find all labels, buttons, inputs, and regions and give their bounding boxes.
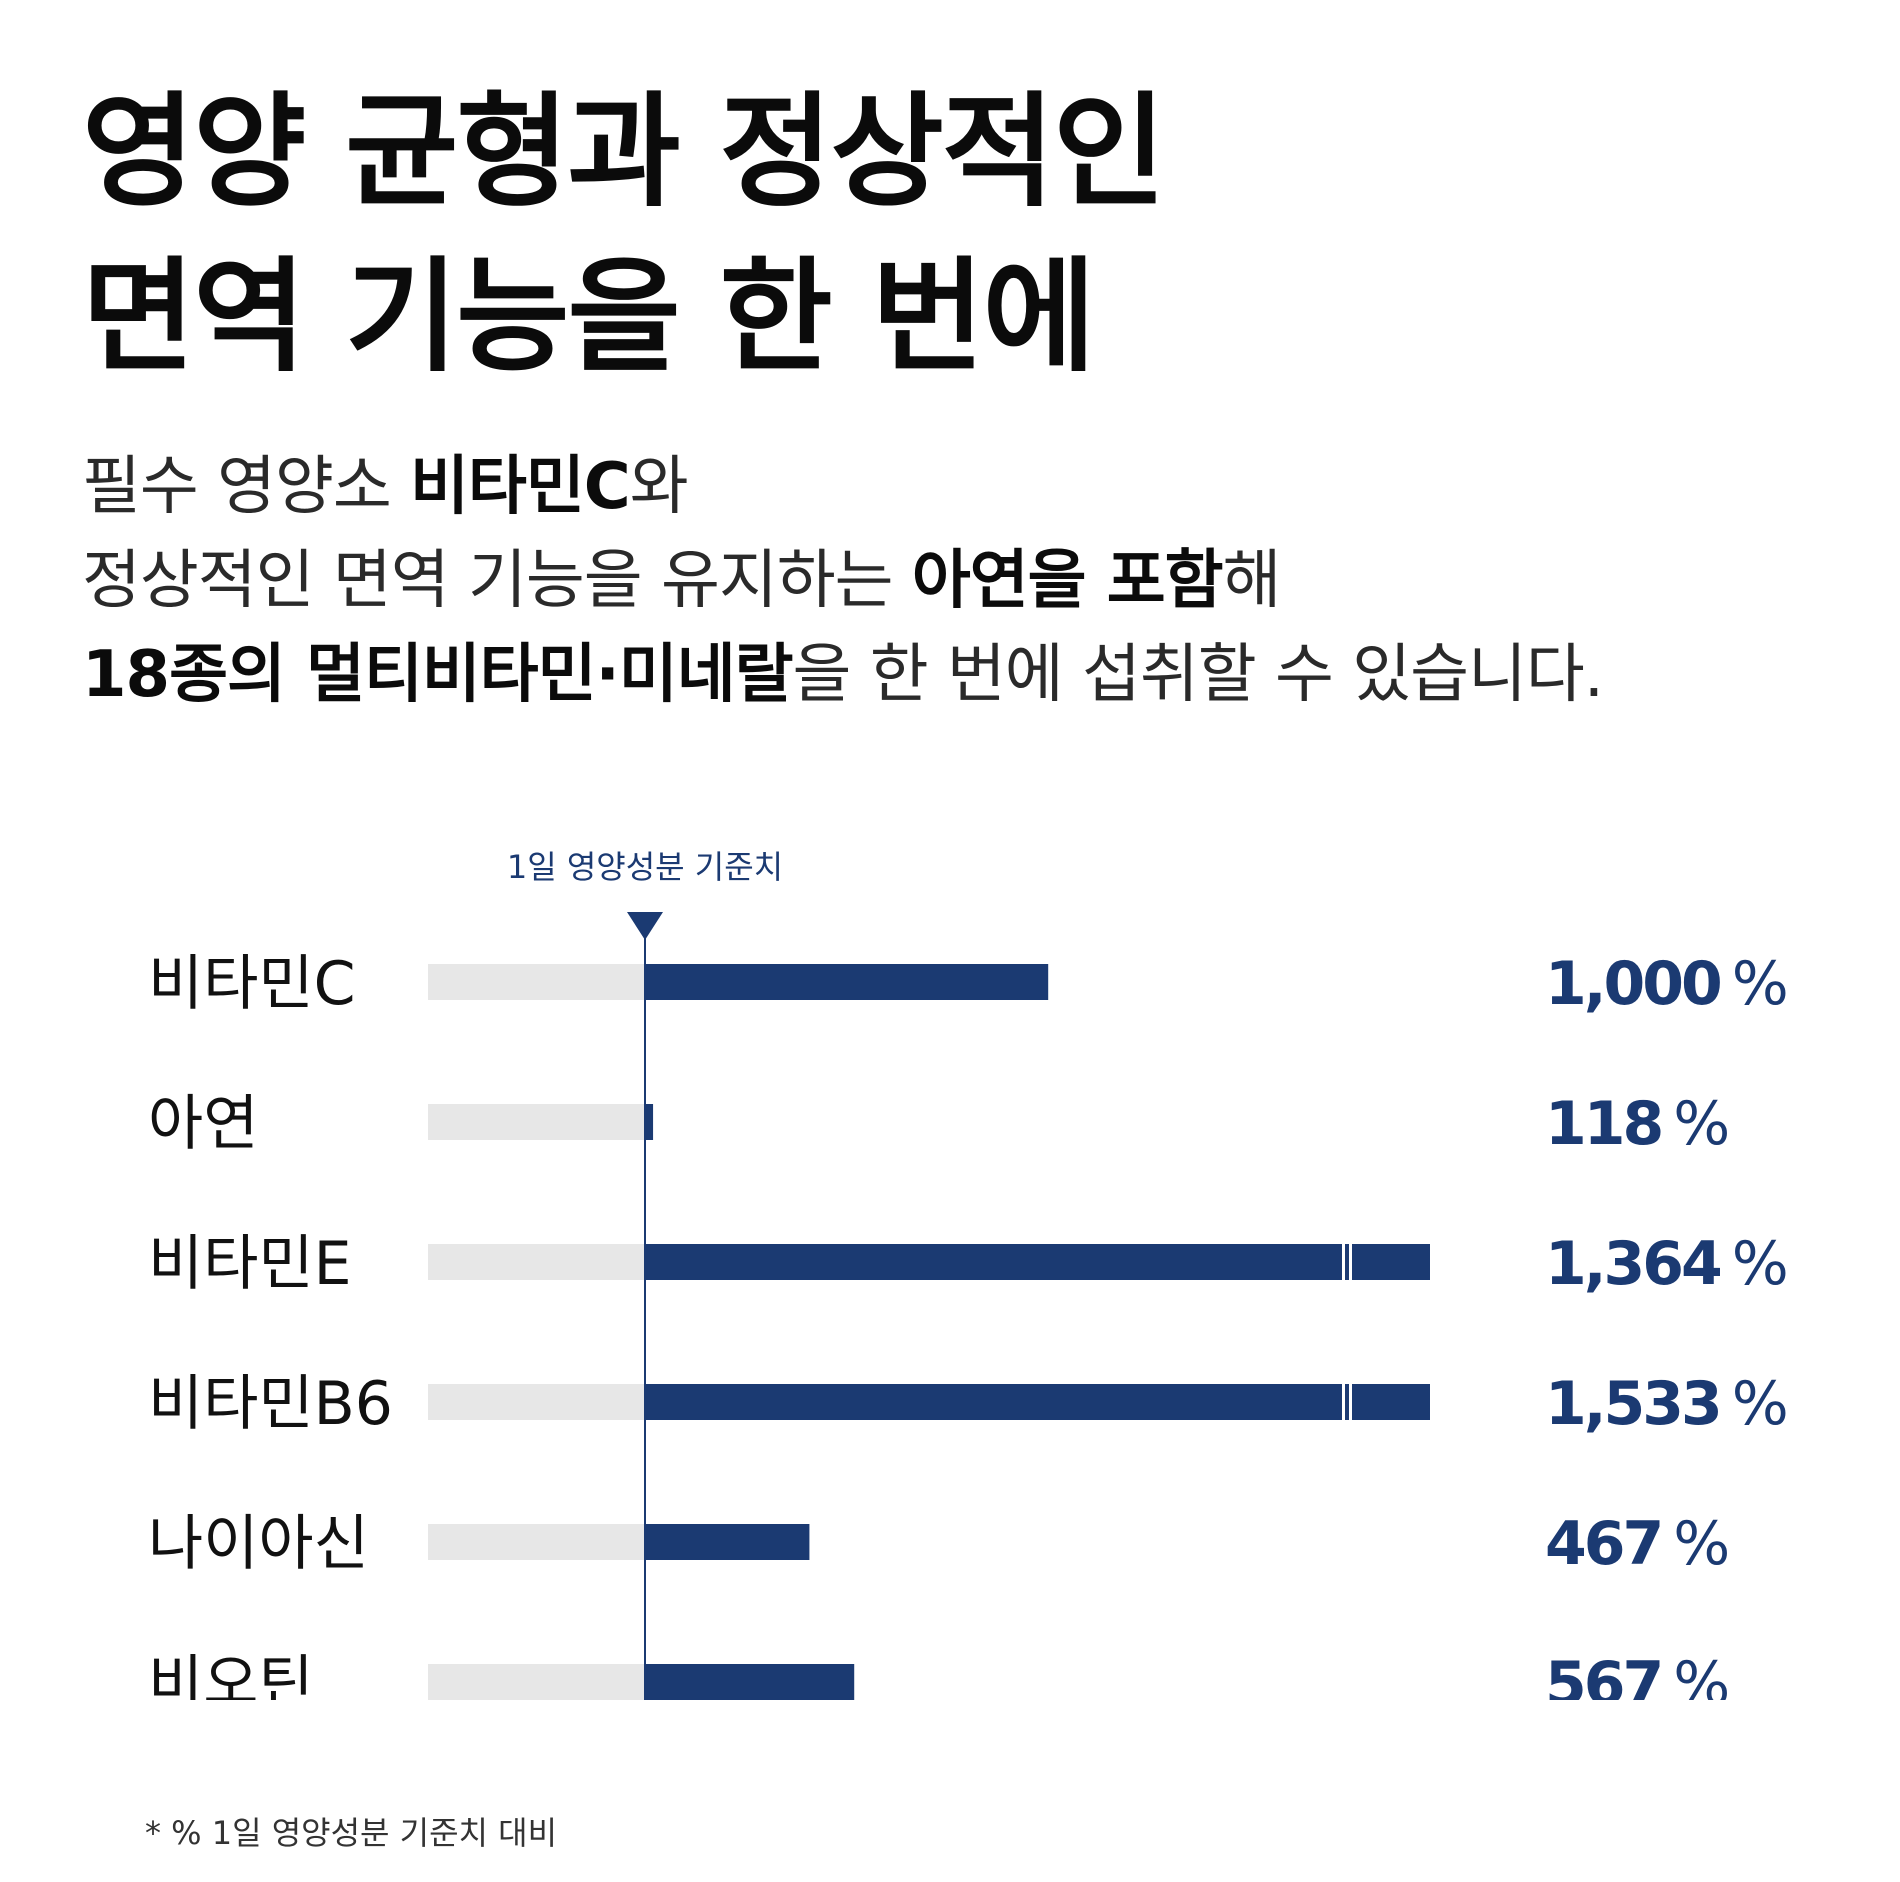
- value-bar: [645, 1524, 810, 1560]
- value-bar: [645, 1104, 654, 1140]
- baseline-bar: [428, 1664, 645, 1700]
- description-text: 와: [629, 450, 689, 524]
- baseline-bar: [428, 1244, 645, 1280]
- value-number: 118: [1545, 1089, 1661, 1159]
- value-bar: [645, 1244, 1430, 1280]
- main-title: 영양 균형과 정상적인 면역 기능을 한 번에: [82, 70, 1166, 400]
- description-line-3: 18종의 멀티비타민·미네랄을 한 번에 섭취할 수 있습니다.: [82, 628, 1604, 722]
- value-unit: %: [1732, 1369, 1789, 1439]
- category-label: 아연: [148, 1089, 258, 1159]
- baseline-bar: [428, 964, 645, 1000]
- baseline-bar: [428, 1104, 645, 1140]
- value-bar: [645, 964, 1049, 1000]
- value-number: 567: [1545, 1649, 1661, 1700]
- reference-triangle-icon: [627, 912, 663, 940]
- description-bold-text: 18종의 멀티비타민·미네랄: [82, 638, 793, 712]
- description-text: 해: [1222, 544, 1282, 618]
- value-number: 1,533: [1545, 1369, 1720, 1439]
- description-text: 필수 영양소: [82, 450, 411, 524]
- axis-break-mark: [1345, 1244, 1349, 1280]
- value-number: 467: [1545, 1509, 1661, 1579]
- value-label: 1,533%: [1545, 1369, 1789, 1439]
- value-label: 118%: [1545, 1089, 1730, 1159]
- value-label: 567%: [1545, 1649, 1730, 1700]
- value-number: 1,364: [1545, 1229, 1720, 1299]
- category-label: 비타민C: [148, 949, 356, 1019]
- value-label: 1,000%: [1545, 949, 1789, 1019]
- footnote: * % 1일 영양성분 기준치 대비: [145, 1814, 558, 1852]
- value-bar: [645, 1664, 855, 1700]
- value-number: 1,000: [1545, 949, 1720, 1019]
- baseline-bar: [428, 1384, 645, 1420]
- title-line-2: 면역 기능을 한 번에: [82, 246, 1096, 389]
- description-line-2: 정상적인 면역 기능을 유지하는 아연을 포함해: [82, 534, 1603, 628]
- description-bold-text: 비타민C: [410, 450, 631, 524]
- value-unit: %: [1673, 1649, 1730, 1700]
- value-unit: %: [1732, 1229, 1789, 1299]
- reference-label: 1일 영양성분 기준치: [507, 848, 783, 886]
- title-line-1: 영양 균형과 정상적인: [82, 81, 1166, 224]
- value-bar: [645, 1384, 1430, 1420]
- value-label: 467%: [1545, 1509, 1730, 1579]
- description-text: 정상적인 면역 기능을 유지하는: [82, 544, 912, 618]
- value-unit: %: [1673, 1089, 1730, 1159]
- category-label: 나이아신: [148, 1509, 369, 1579]
- value-label: 1,364%: [1545, 1229, 1789, 1299]
- description: 필수 영양소 비타민C와 정상적인 면역 기능을 유지하는 아연을 포함해 18…: [82, 440, 1604, 722]
- description-text: 을 한 번에 섭취할 수 있습니다.: [792, 638, 1604, 712]
- category-label: 비오틴: [148, 1649, 314, 1700]
- description-bold-text: 아연을 포함: [911, 544, 1224, 618]
- value-unit: %: [1673, 1509, 1730, 1579]
- value-unit: %: [1732, 949, 1789, 1019]
- category-label: 비타민E: [148, 1229, 352, 1299]
- baseline-bar: [428, 1524, 645, 1560]
- axis-break-mark: [1345, 1384, 1349, 1420]
- category-label: 비타민B6: [148, 1369, 393, 1439]
- description-line-1: 필수 영양소 비타민C와: [82, 440, 1603, 534]
